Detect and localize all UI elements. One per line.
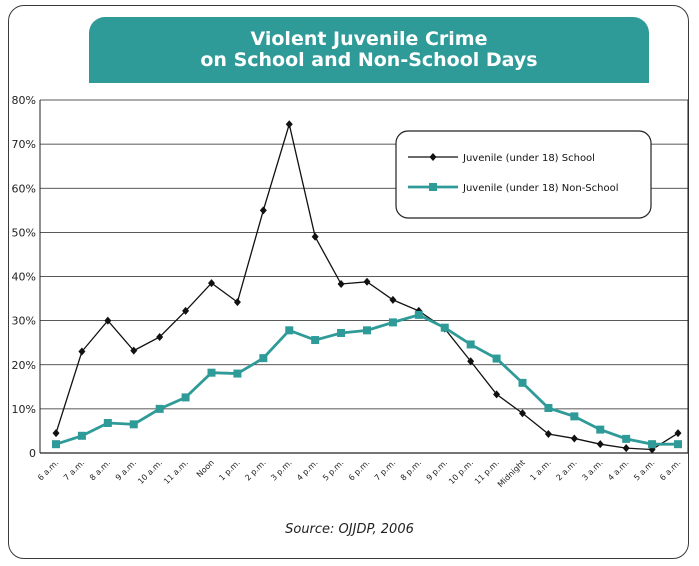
data-point-school xyxy=(52,429,60,438)
data-point-school xyxy=(208,279,215,288)
data-point-school xyxy=(467,357,475,366)
x-tick-label: 3 p.m. xyxy=(269,458,293,482)
y-tick-label: 70% xyxy=(12,138,36,151)
data-point-nonschool xyxy=(259,354,268,363)
data-point-nonschool xyxy=(77,431,86,440)
data-point-school xyxy=(259,206,267,215)
x-tick-label: 1 a.m. xyxy=(528,458,552,482)
x-tick-label: Midnight xyxy=(496,458,527,489)
x-tick-label: 1 p.m. xyxy=(217,458,241,482)
source-note: Source: OJJDP, 2006 xyxy=(285,522,414,537)
x-tick-label: 6 a.m. xyxy=(658,458,682,482)
y-tick-label: 50% xyxy=(12,226,36,239)
data-point-school xyxy=(311,232,319,241)
data-point-nonschool xyxy=(363,326,371,335)
y-tick-label: 30% xyxy=(12,315,36,328)
x-tick-label: 10 p.m. xyxy=(447,458,475,486)
data-point-nonschool xyxy=(181,393,190,402)
data-point-nonschool xyxy=(544,403,553,412)
data-point-nonschool xyxy=(570,412,579,421)
legend-label-school: Juvenile (under 18) School xyxy=(462,153,595,164)
data-point-school xyxy=(156,332,164,341)
x-tick-label: 8 p.m. xyxy=(399,458,423,482)
data-point-nonschool xyxy=(466,340,475,349)
x-tick-label: 3 a.m. xyxy=(580,458,604,482)
data-point-school xyxy=(544,430,552,439)
data-point-school xyxy=(233,298,241,307)
y-tick-label: 0 xyxy=(29,447,36,460)
data-point-nonschool xyxy=(311,336,320,345)
data-point-nonschool xyxy=(207,368,216,377)
legend-marker-nonschool xyxy=(429,183,437,191)
x-tick-label: 5 p.m. xyxy=(321,458,345,482)
x-tick-label: 8 a.m. xyxy=(88,458,112,482)
legend: Juvenile (under 18) School Juvenile (unde… xyxy=(395,130,652,219)
data-point-nonschool xyxy=(492,354,501,363)
data-point-nonschool xyxy=(388,318,397,327)
x-tick-label: 6 a.m. xyxy=(36,458,60,482)
data-point-school xyxy=(493,390,501,399)
data-point-school xyxy=(182,306,190,315)
x-tick-label: 9 a.m. xyxy=(114,458,138,482)
data-point-nonschool xyxy=(337,328,346,337)
data-point-school xyxy=(622,444,630,453)
data-point-nonschool xyxy=(648,440,657,449)
x-tick-label: 5 a.m. xyxy=(632,458,656,482)
data-point-school xyxy=(674,429,682,438)
y-tick-label: 10% xyxy=(12,403,36,416)
data-point-school xyxy=(389,295,397,304)
data-point-school xyxy=(570,434,578,443)
data-point-nonschool xyxy=(285,326,294,335)
data-point-school xyxy=(285,120,293,129)
data-point-nonschool xyxy=(674,440,682,449)
data-point-nonschool xyxy=(103,418,112,427)
data-point-school xyxy=(363,277,371,286)
x-tick-label: 7 p.m. xyxy=(373,458,397,482)
data-point-school xyxy=(596,440,604,449)
chart-title-line-2: on School and Non-School Days xyxy=(200,49,538,71)
x-tick-label: 4 p.m. xyxy=(295,458,319,482)
x-tick-label: 6 p.m. xyxy=(347,458,371,482)
legend-marker-school xyxy=(429,153,437,161)
data-point-nonschool xyxy=(518,378,527,387)
data-point-nonschool xyxy=(440,323,449,332)
data-point-nonschool xyxy=(596,425,605,434)
data-point-nonschool xyxy=(52,440,60,449)
x-tick-label: Noon xyxy=(195,458,216,479)
data-point-nonschool xyxy=(129,420,138,429)
data-point-school xyxy=(78,347,86,356)
x-tick-label: 11 a.m. xyxy=(162,458,190,486)
data-point-nonschool xyxy=(622,434,631,443)
data-point-school xyxy=(104,316,112,325)
x-tick-label: 9 p.m. xyxy=(425,458,449,482)
x-tick-label: 10 a.m. xyxy=(136,458,164,486)
y-tick-label: 20% xyxy=(12,359,36,372)
x-tick-label: 4 a.m. xyxy=(606,458,630,482)
y-tick-label: 60% xyxy=(12,182,36,195)
data-point-school xyxy=(337,280,345,289)
x-tick-label: 2 p.m. xyxy=(243,458,267,482)
data-point-school xyxy=(130,346,138,355)
data-point-nonschool xyxy=(155,404,164,413)
x-tick-label: 7 a.m. xyxy=(62,458,86,482)
y-tick-label: 40% xyxy=(12,271,36,284)
legend-label-nonschool: Juvenile (under 18) Non-School xyxy=(462,183,619,194)
chart-title-banner: Violent Juvenile Crime on School and Non… xyxy=(89,17,649,83)
y-tick-label: 80% xyxy=(12,94,36,107)
chart-title-line-1: Violent Juvenile Crime xyxy=(250,28,488,50)
data-point-nonschool xyxy=(414,310,423,319)
x-tick-label: 2 a.m. xyxy=(554,458,578,482)
data-point-school xyxy=(519,409,526,418)
data-point-nonschool xyxy=(233,369,242,378)
legend-box xyxy=(395,130,652,219)
